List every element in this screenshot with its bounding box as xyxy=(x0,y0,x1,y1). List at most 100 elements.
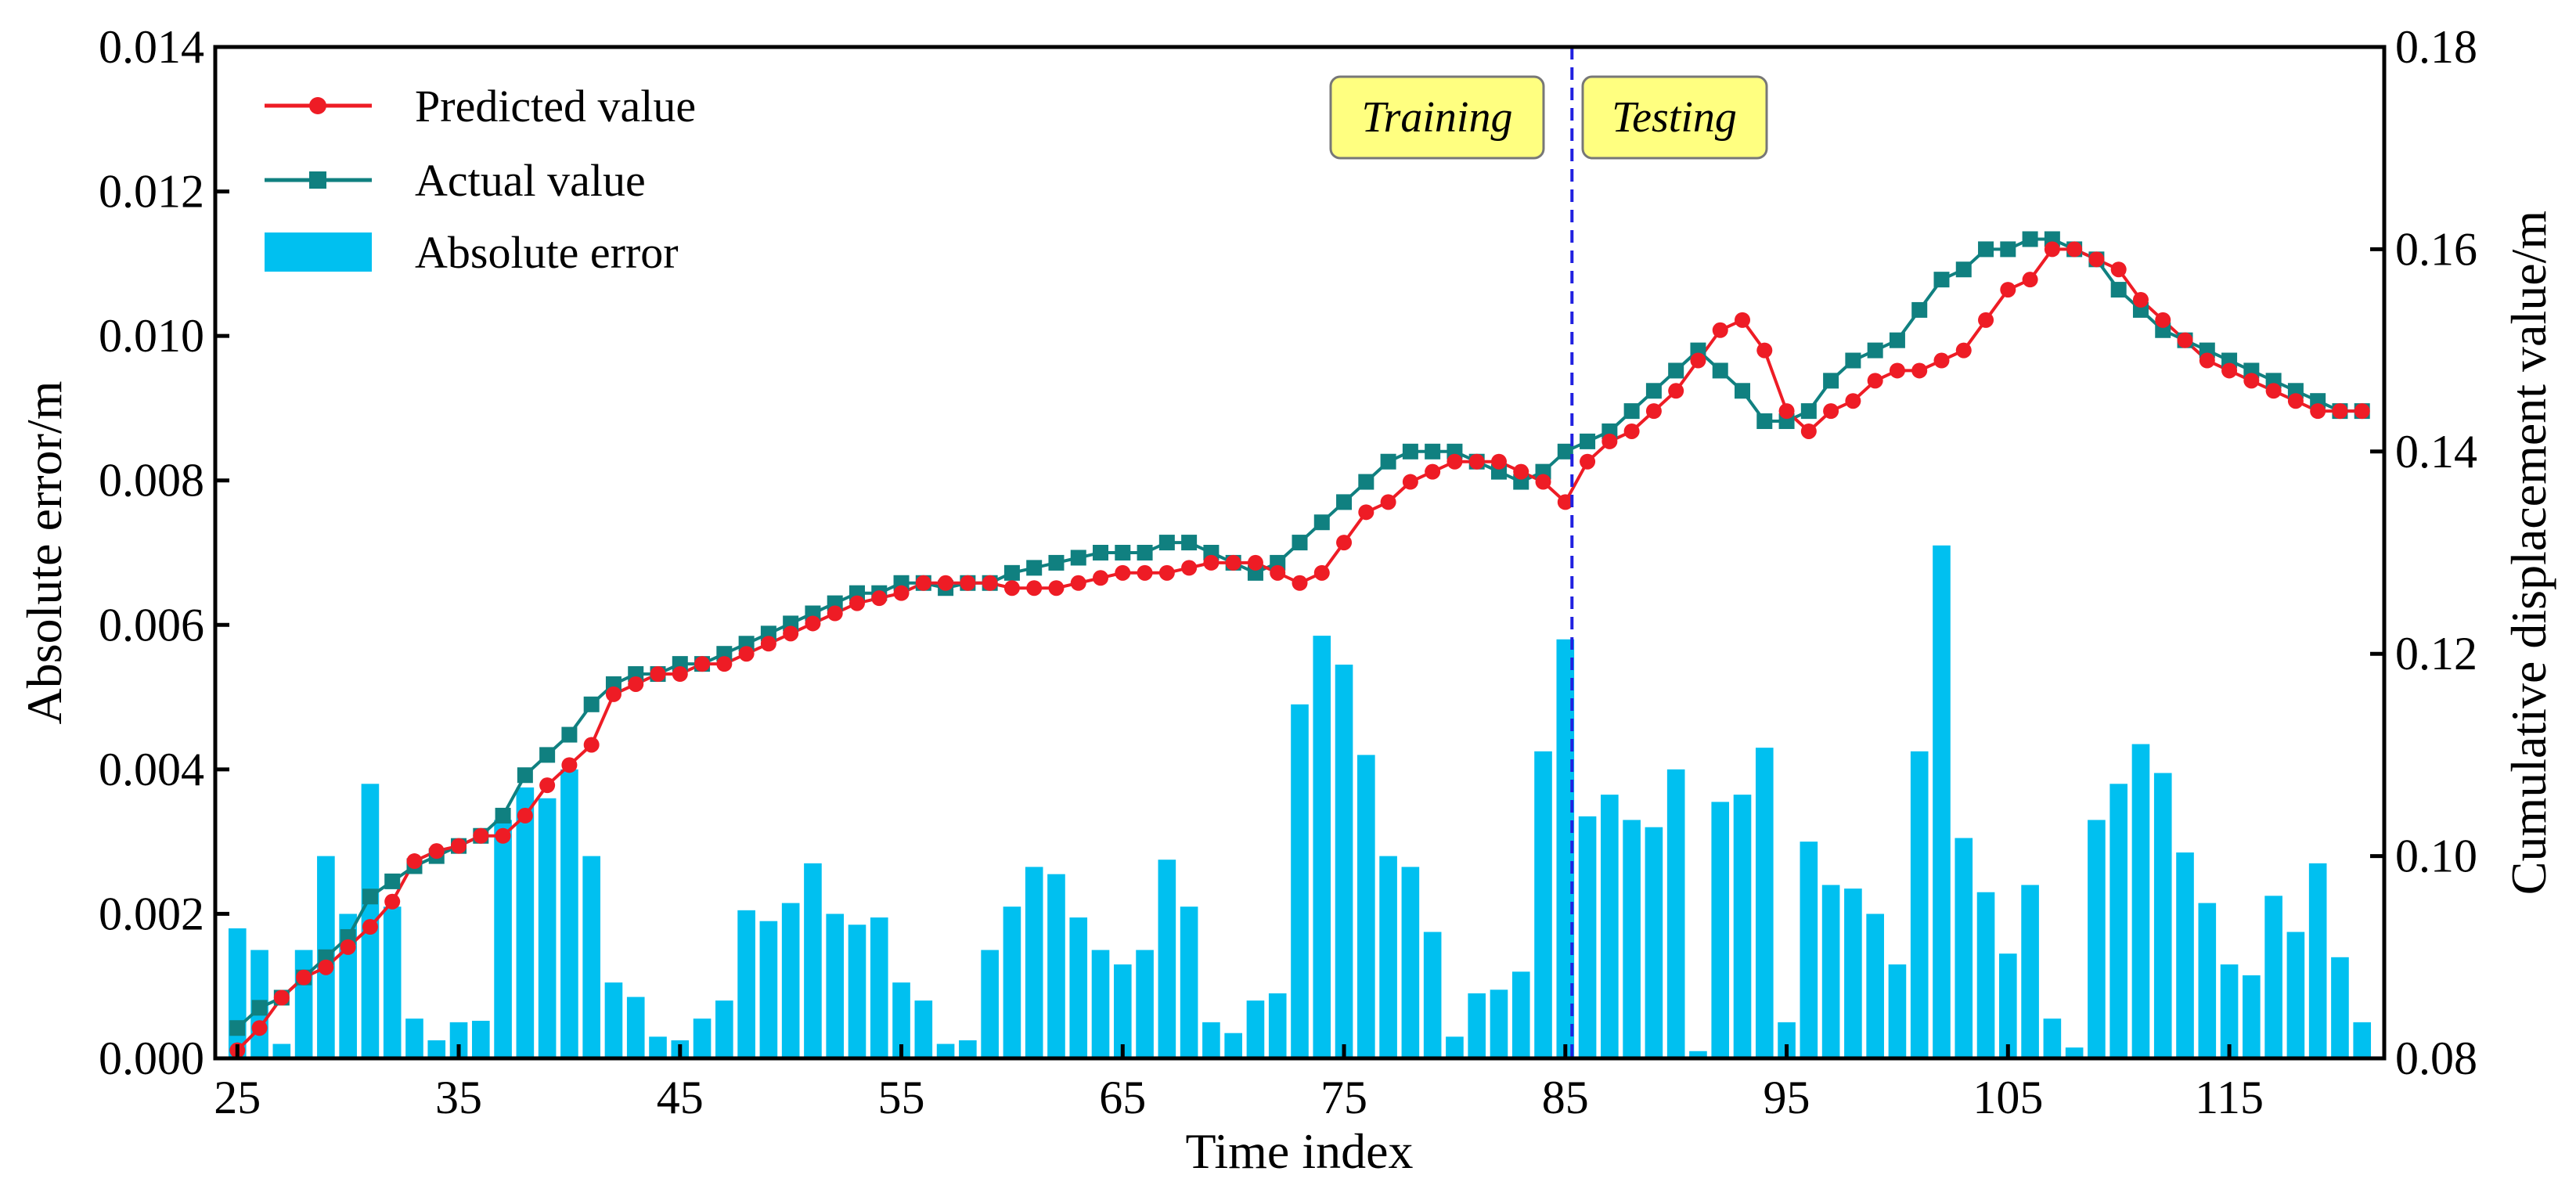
legend-predicted-marker xyxy=(309,97,326,114)
error-bar xyxy=(1844,888,1862,1058)
predicted-value-point xyxy=(2310,403,2326,420)
predicted-value-point xyxy=(1026,580,1043,596)
predicted-value-point xyxy=(1778,403,1795,420)
predicted-value-point xyxy=(1181,560,1198,576)
actual-value-point xyxy=(2000,241,2016,258)
predicted-value-point xyxy=(1003,580,1020,596)
error-bar xyxy=(870,917,888,1058)
legend-actual-label: Actual value xyxy=(415,155,646,206)
predicted-value-point xyxy=(318,959,334,975)
error-bar xyxy=(1490,989,1508,1058)
predicted-value-point xyxy=(760,636,776,652)
predicted-value-point xyxy=(1402,474,1418,490)
actual-value-point xyxy=(1158,535,1175,551)
error-bar xyxy=(2131,744,2150,1058)
predicted-value-point xyxy=(273,989,290,1006)
error-bar xyxy=(1357,755,1375,1058)
actual-value-point xyxy=(1358,474,1374,490)
actual-value-point xyxy=(1933,272,1950,288)
error-bar xyxy=(1224,1033,1242,1058)
error-bar xyxy=(1645,827,1663,1058)
error-bar xyxy=(1755,748,1774,1058)
predicted-value-point xyxy=(783,625,799,642)
predicted-value-point xyxy=(2354,403,2370,420)
actual-value-point xyxy=(1735,383,1751,399)
y-left-axis-title: Absolute error/m xyxy=(16,381,72,725)
error-bar xyxy=(2331,957,2349,1058)
error-bar xyxy=(848,924,866,1058)
error-bar xyxy=(1468,993,1486,1058)
error-bar xyxy=(582,856,600,1058)
predicted-value-point xyxy=(2044,241,2060,258)
y-right-tick-label: 0.16 xyxy=(2395,223,2477,275)
x-tick-label: 115 xyxy=(2195,1072,2264,1123)
predicted-value-point xyxy=(2022,272,2038,288)
y-right-tick-label: 0.10 xyxy=(2395,831,2477,882)
error-bar xyxy=(959,1040,977,1058)
error-bar xyxy=(1401,867,1420,1058)
error-bar xyxy=(449,1022,468,1058)
actual-value-point xyxy=(1800,403,1817,420)
actual-value-point xyxy=(2022,231,2038,247)
error-bar xyxy=(914,1000,933,1058)
predicted-value-point xyxy=(1535,474,1551,490)
x-tick-label: 35 xyxy=(435,1072,482,1123)
actual-value-point xyxy=(1292,535,1308,551)
error-bar xyxy=(981,950,999,1058)
error-bar xyxy=(516,787,535,1058)
predicted-value-point xyxy=(1978,312,1994,328)
predicted-value-point xyxy=(848,595,865,611)
predicted-value-point xyxy=(716,656,733,672)
legend-error-swatch xyxy=(265,232,372,272)
actual-value-point xyxy=(1845,352,1861,369)
error-bar xyxy=(1091,950,1110,1058)
predicted-value-point xyxy=(1712,322,1728,338)
x-tick-label: 105 xyxy=(1973,1072,2043,1123)
predicted-value-point xyxy=(539,777,556,794)
error-bar xyxy=(1910,751,1929,1058)
actual-value-point xyxy=(1955,261,1972,278)
y-right-tick-label: 0.08 xyxy=(2395,1033,2477,1084)
testing-annotation: Testing xyxy=(1581,75,1768,160)
error-bar xyxy=(1578,816,1597,1058)
predicted-value-point xyxy=(1845,393,1861,409)
actual-value-point xyxy=(1137,545,1153,560)
error-bar xyxy=(2109,784,2128,1058)
predicted-value-point xyxy=(1601,433,1618,449)
predicted-value-point xyxy=(650,666,666,683)
error-bar xyxy=(1246,1000,1265,1058)
predicted-value-point xyxy=(2243,373,2260,389)
error-bar xyxy=(1778,1022,1796,1058)
predicted-value-point xyxy=(1735,312,1751,328)
error-bar xyxy=(781,903,800,1058)
predicted-value-point xyxy=(1270,564,1286,581)
series-markers xyxy=(229,231,2370,1058)
error-bar xyxy=(2043,1018,2062,1058)
error-bar xyxy=(737,910,755,1058)
error-bar xyxy=(1623,820,1641,1058)
error-bar xyxy=(892,982,910,1058)
y-left-tick-label: 0.010 xyxy=(99,310,204,362)
actual-value-point xyxy=(384,873,401,889)
legend-error-label: Absolute error xyxy=(415,227,679,278)
predicted-value-point xyxy=(1137,564,1153,581)
predicted-value-point xyxy=(340,939,356,955)
predicted-value-point xyxy=(251,1020,268,1036)
error-bar xyxy=(1689,1051,1707,1058)
predicted-value-point xyxy=(296,969,312,986)
predicted-value-point xyxy=(2000,282,2016,298)
error-bar xyxy=(1733,795,1752,1058)
error-bar xyxy=(383,906,402,1058)
legend-actual-marker xyxy=(309,171,326,189)
error-bar xyxy=(272,1043,291,1058)
y-right-tick-label: 0.18 xyxy=(2395,21,2477,73)
predicted-value-point xyxy=(1158,564,1175,581)
predicted-value-point xyxy=(1425,463,1441,480)
predicted-value-point xyxy=(1867,373,1883,389)
x-axis-title: Time index xyxy=(1186,1123,1414,1179)
actual-value-point xyxy=(517,767,533,784)
error-bar xyxy=(1003,906,1021,1058)
actual-value-point xyxy=(1580,433,1596,449)
predicted-value-point xyxy=(473,827,489,844)
y-left-tick-label: 0.006 xyxy=(99,599,204,651)
